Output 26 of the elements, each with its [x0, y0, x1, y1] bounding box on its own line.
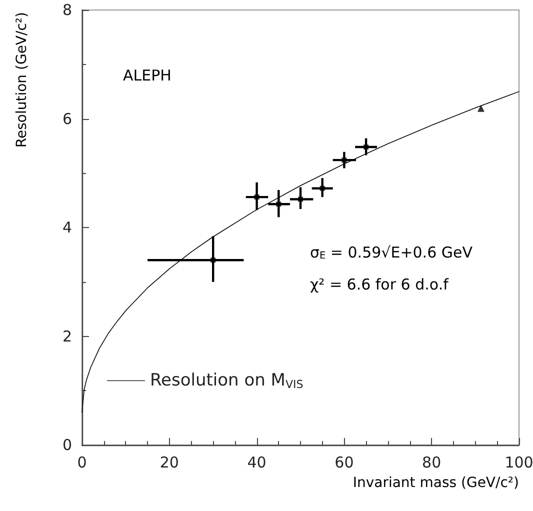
point [477, 104, 484, 112]
y-tick-label: 0 [62, 436, 72, 454]
point [254, 194, 260, 200]
point [210, 258, 216, 263]
point [342, 158, 347, 163]
x-tick-label: 60 [334, 454, 354, 472]
y-axis-title: Resolution (GeV/c²) [14, 12, 30, 148]
point [298, 196, 303, 202]
x-axis-title: Invariant mass (GeV/c²) [352, 475, 519, 491]
annotation: σE = 0.59√E+0.6 GeV [310, 244, 474, 262]
annotation: ALEPH [123, 66, 172, 84]
x-tick-label: 40 [247, 454, 266, 472]
x-tick-label: 100 [504, 454, 533, 472]
y-tick-label: 6 [62, 110, 72, 128]
point [320, 186, 325, 191]
y-tick-label: 2 [62, 327, 72, 346]
x-tick-label: 20 [160, 454, 179, 472]
y-tick-label: 4 [62, 218, 72, 236]
legend-label: Resolution on MVIS [150, 370, 304, 391]
x-tick-label: 80 [422, 454, 442, 472]
y-tick-label: 8 [62, 1, 72, 19]
x-tick-label: 0 [77, 454, 87, 472]
annotation: χ² = 6.6 for 6 d.o.f [310, 276, 450, 294]
point [276, 202, 282, 207]
line-series [82, 91, 520, 413]
point [364, 144, 369, 150]
